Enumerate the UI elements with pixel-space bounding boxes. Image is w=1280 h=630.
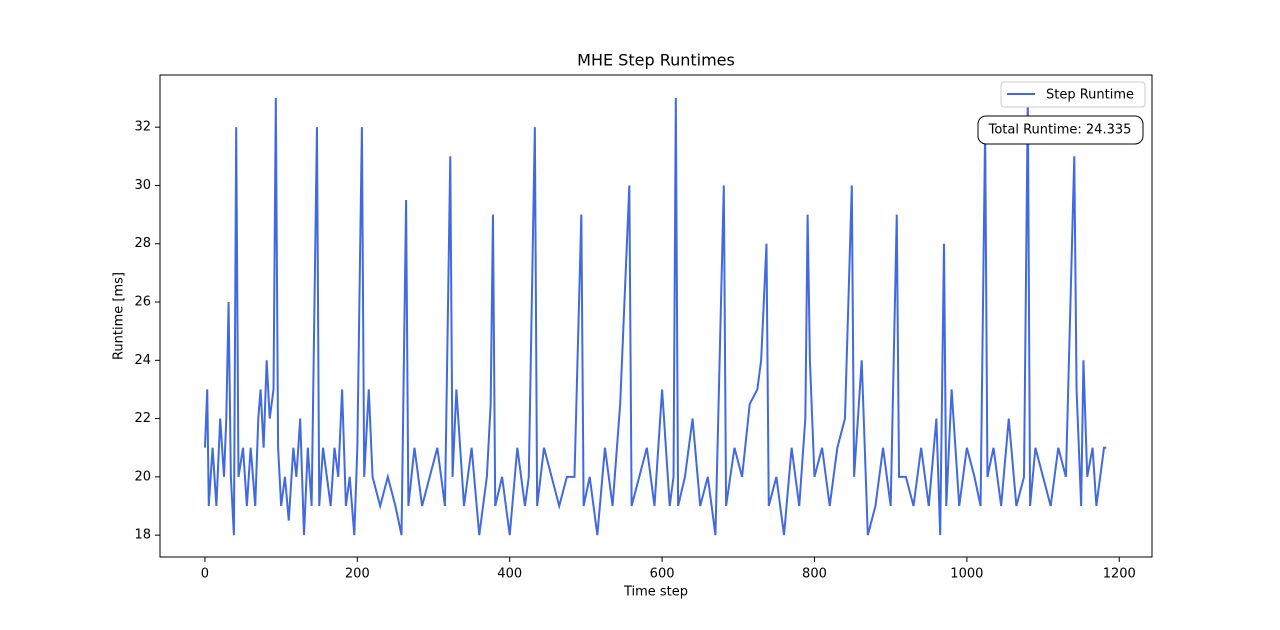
x-tick-label: 600 xyxy=(650,567,675,582)
legend-box xyxy=(1000,81,1146,108)
chart-title: MHE Step Runtimes xyxy=(577,51,735,70)
y-tick-label: 18 xyxy=(134,528,151,543)
x-tick-label: 1000 xyxy=(950,567,983,582)
x-tick-label: 1200 xyxy=(1103,567,1136,582)
x-axis-label: Time step xyxy=(623,585,688,600)
y-tick-label: 32 xyxy=(134,120,151,135)
annotation: Total Runtime: 24.335 xyxy=(988,123,1132,138)
x-tick-label: 800 xyxy=(802,567,827,582)
x-tick-label: 400 xyxy=(497,567,522,582)
y-tick-label: 20 xyxy=(134,469,151,484)
y-tick-label: 26 xyxy=(134,295,151,310)
legend-label: Step Runtime xyxy=(1046,88,1134,103)
y-axis-label: Runtime [ms] xyxy=(112,272,127,360)
plot-frame xyxy=(159,74,1153,558)
y-tick-label: 28 xyxy=(134,236,151,251)
x-tick-label: 0 xyxy=(201,567,209,582)
y-tick-label: 24 xyxy=(134,353,151,368)
data-line xyxy=(203,98,1107,536)
x-tick-label: 200 xyxy=(345,567,370,582)
y-tick-label: 22 xyxy=(134,411,151,426)
annotation-box xyxy=(977,115,1144,145)
y-tick-label: 30 xyxy=(134,178,151,193)
